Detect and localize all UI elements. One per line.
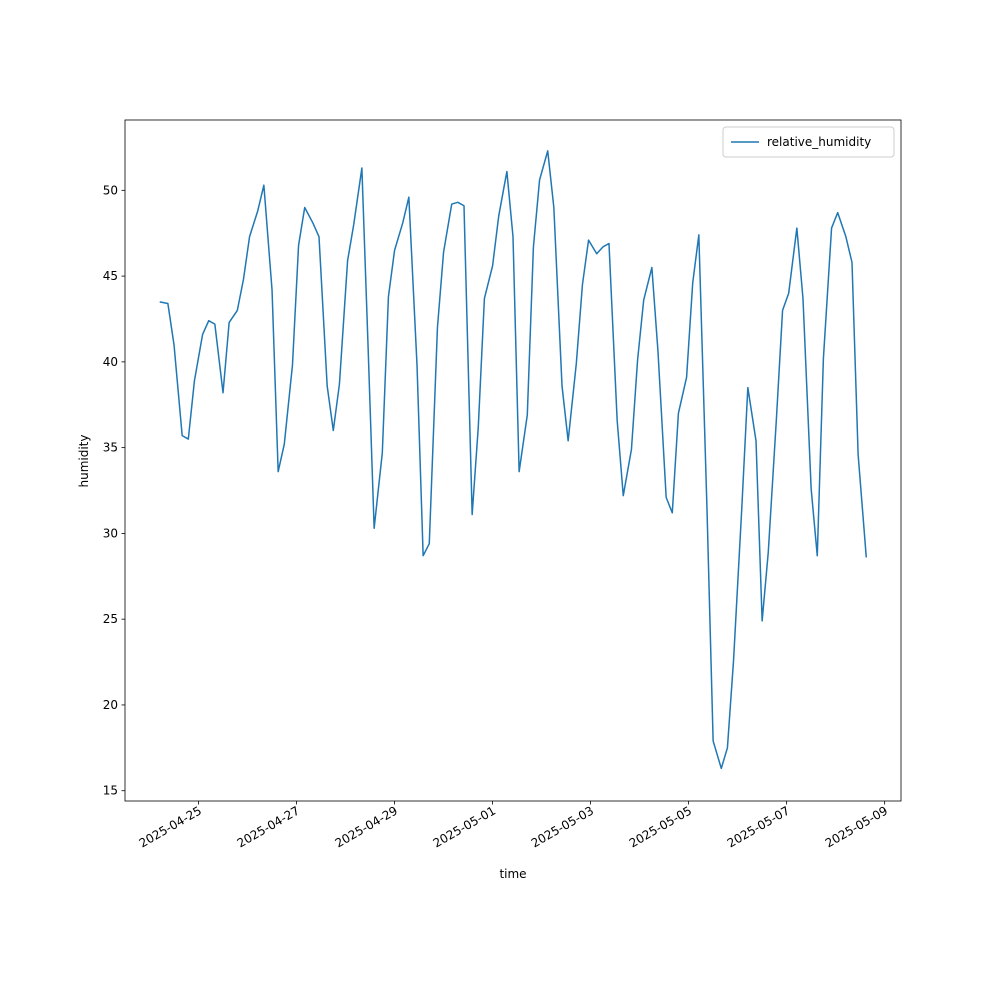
y-tick-label: 45 xyxy=(103,269,118,283)
y-tick-label: 35 xyxy=(103,441,118,455)
legend: relative_humidity xyxy=(722,126,895,158)
y-axis-label: humidity xyxy=(77,435,91,488)
y-tick-label: 40 xyxy=(103,355,118,369)
data-line xyxy=(159,150,868,770)
x-axis-label: time xyxy=(499,867,526,881)
legend-label: relative_humidity xyxy=(767,135,871,149)
y-tick-label: 20 xyxy=(103,698,118,712)
plot-frame xyxy=(124,119,902,802)
y-tick-label: 30 xyxy=(103,526,118,540)
legend-box xyxy=(722,126,895,158)
y-tick-label: 25 xyxy=(103,612,118,626)
y-tick-label: 15 xyxy=(103,784,118,798)
y-tick-label: 50 xyxy=(103,183,118,197)
